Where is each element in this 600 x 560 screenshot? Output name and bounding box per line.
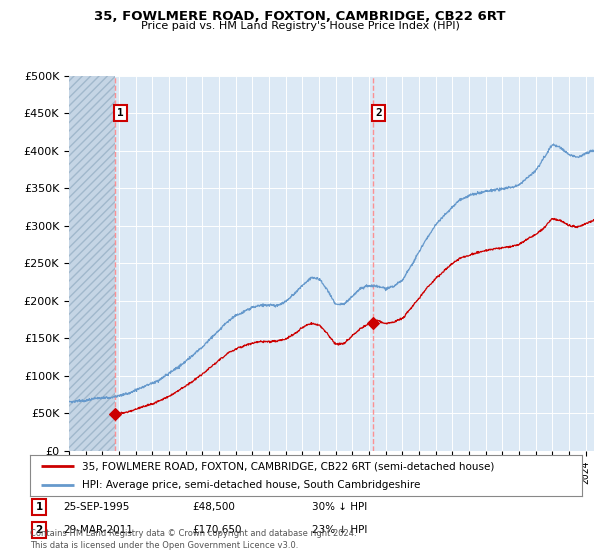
Text: 35, FOWLMERE ROAD, FOXTON, CAMBRIDGE, CB22 6RT: 35, FOWLMERE ROAD, FOXTON, CAMBRIDGE, CB… [94, 10, 506, 23]
Text: £170,650: £170,650 [192, 525, 241, 535]
Text: 2: 2 [376, 108, 382, 118]
Text: Contains HM Land Registry data © Crown copyright and database right 2024.
This d: Contains HM Land Registry data © Crown c… [30, 529, 356, 550]
Text: 29-MAR-2011: 29-MAR-2011 [63, 525, 133, 535]
Text: 25-SEP-1995: 25-SEP-1995 [63, 502, 130, 512]
Bar [69, 76, 115, 451]
Text: £48,500: £48,500 [192, 502, 235, 512]
Text: 2: 2 [35, 525, 43, 535]
Point [368, 318, 378, 327]
Text: 1: 1 [117, 108, 124, 118]
Point [110, 410, 119, 419]
Text: HPI: Average price, semi-detached house, South Cambridgeshire: HPI: Average price, semi-detached house,… [82, 480, 421, 489]
Text: 1: 1 [35, 502, 43, 512]
Text: 23% ↓ HPI: 23% ↓ HPI [312, 525, 367, 535]
Text: 30% ↓ HPI: 30% ↓ HPI [312, 502, 367, 512]
Text: Price paid vs. HM Land Registry's House Price Index (HPI): Price paid vs. HM Land Registry's House … [140, 21, 460, 31]
Text: 35, FOWLMERE ROAD, FOXTON, CAMBRIDGE, CB22 6RT (semi-detached house): 35, FOWLMERE ROAD, FOXTON, CAMBRIDGE, CB… [82, 461, 495, 471]
